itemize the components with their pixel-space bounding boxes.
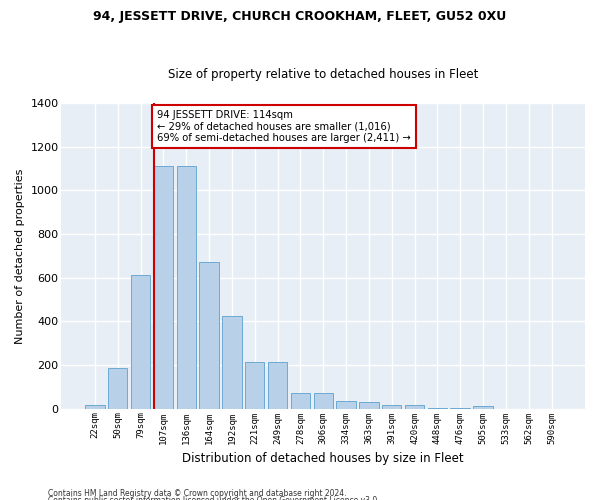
- X-axis label: Distribution of detached houses by size in Fleet: Distribution of detached houses by size …: [182, 452, 464, 465]
- Y-axis label: Number of detached properties: Number of detached properties: [15, 168, 25, 344]
- Bar: [154, 166, 173, 408]
- Text: 94, JESSETT DRIVE, CHURCH CROOKHAM, FLEET, GU52 0XU: 94, JESSETT DRIVE, CHURCH CROOKHAM, FLEE…: [94, 10, 506, 23]
- Text: 94 JESSETT DRIVE: 114sqm
← 29% of detached houses are smaller (1,016)
69% of sem: 94 JESSETT DRIVE: 114sqm ← 29% of detach…: [157, 110, 411, 142]
- Title: Size of property relative to detached houses in Fleet: Size of property relative to detached ho…: [168, 68, 478, 81]
- Bar: [291, 394, 310, 408]
- Bar: [314, 394, 333, 408]
- Bar: [108, 368, 127, 408]
- Bar: [337, 401, 356, 408]
- Text: Contains public sector information licensed under the Open Government Licence v3: Contains public sector information licen…: [48, 496, 380, 500]
- Bar: [359, 402, 379, 408]
- Bar: [222, 316, 242, 408]
- Bar: [473, 406, 493, 408]
- Bar: [131, 276, 151, 408]
- Text: Contains HM Land Registry data © Crown copyright and database right 2024.: Contains HM Land Registry data © Crown c…: [48, 488, 347, 498]
- Bar: [85, 404, 104, 408]
- Bar: [268, 362, 287, 408]
- Bar: [245, 362, 265, 408]
- Bar: [199, 262, 219, 408]
- Bar: [176, 166, 196, 408]
- Bar: [382, 406, 401, 408]
- Bar: [405, 406, 424, 408]
